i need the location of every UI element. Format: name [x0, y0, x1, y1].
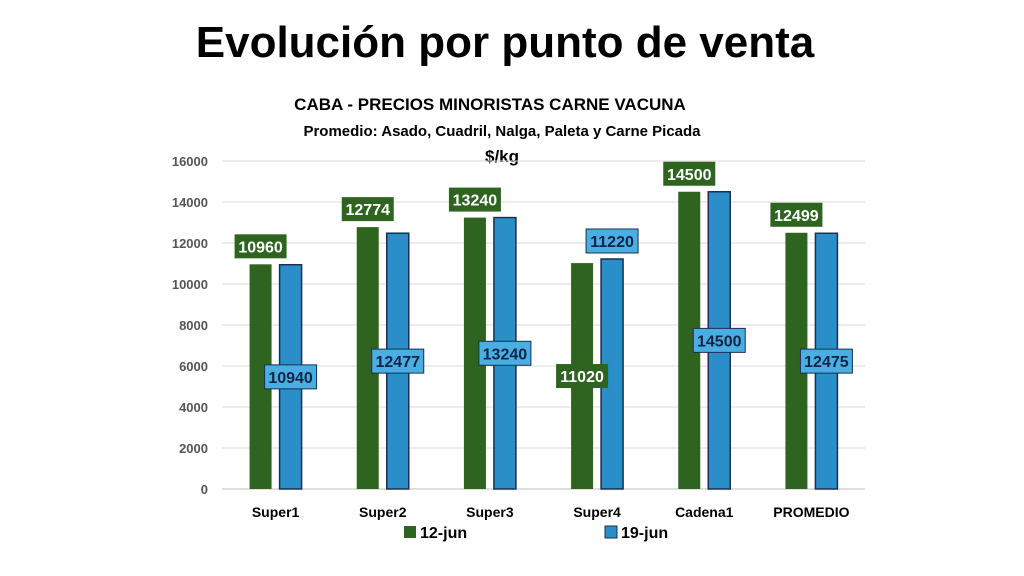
data-labels: 10960 10940 12774 12477 13240 13240 11020 11220…	[234, 161, 853, 390]
data-label-box	[341, 197, 394, 222]
bars	[249, 191, 839, 490]
x-tick-label: PROMEDIO	[773, 504, 849, 520]
data-label: 13240	[453, 193, 498, 210]
data-label-box	[799, 348, 853, 374]
data-label-box	[556, 364, 609, 389]
data-label: 10960	[238, 239, 283, 256]
x-tick-label: Cadena1	[675, 504, 734, 520]
y-tick-label: 0	[201, 482, 208, 497]
data-label: 13240	[483, 346, 528, 363]
x-axis: Super1 Super2 Super3 Super4 Cadena1 PROMEDIO	[252, 504, 850, 520]
y-tick-label: 14000	[172, 195, 208, 210]
x-tick-label: Super2	[359, 504, 407, 520]
data-label-box	[585, 228, 639, 254]
legend-swatch	[604, 525, 618, 539]
legend: 12-jun 19-jun	[404, 525, 668, 542]
y-tick-label: 10000	[172, 277, 208, 292]
bar-12-jun	[678, 191, 701, 489]
y-tick-label: 16000	[172, 154, 208, 169]
data-label-box	[234, 234, 287, 259]
data-label-box	[692, 327, 746, 353]
bar-12-jun	[356, 227, 379, 489]
slide-title: Evolución por punto de venta	[195, 18, 815, 67]
data-label: 12774	[346, 202, 391, 219]
data-label: 12475	[804, 354, 849, 371]
chart-title: CABA - PRECIOS MINORISTAS CARNE VACUNA	[294, 95, 686, 114]
data-label: 10940	[268, 370, 313, 387]
chart-subtitle: Promedio: Asado, Cuadril, Nalga, Paleta …	[303, 123, 701, 140]
bar-12-jun	[249, 264, 272, 489]
legend-label: 19-jun	[621, 525, 668, 542]
data-label: 14500	[697, 333, 742, 350]
data-label-box	[264, 364, 318, 390]
x-tick-label: Super1	[252, 504, 300, 520]
x-tick-label: Super3	[466, 504, 514, 520]
data-label: 12499	[774, 208, 819, 225]
bar-12-jun	[463, 217, 486, 489]
data-label: 11220	[590, 234, 634, 251]
y-tick-label: 12000	[172, 236, 208, 251]
data-label-box	[663, 161, 716, 186]
y-tick-label: 4000	[179, 400, 208, 415]
data-label: 14500	[667, 167, 712, 184]
data-label: 12477	[376, 354, 421, 371]
data-label-box	[770, 202, 823, 227]
y-axis-unit-label: $/kg	[485, 147, 519, 166]
y-tick-label: 6000	[179, 359, 208, 374]
gridlines	[222, 160, 865, 490]
legend-swatch	[404, 526, 416, 538]
data-label-box	[371, 348, 425, 374]
bar-12-jun	[785, 232, 808, 489]
x-tick-label: Super4	[573, 504, 621, 520]
y-axis: 0 2000 4000 6000 8000 10000 12000 14000 16000	[172, 154, 208, 497]
y-tick-label: 2000	[179, 441, 208, 456]
data-label-box	[478, 340, 532, 366]
y-tick-label: 8000	[179, 318, 208, 333]
data-label: 11020	[560, 369, 604, 386]
legend-label: 12-jun	[420, 525, 467, 542]
data-label-box	[448, 187, 501, 212]
